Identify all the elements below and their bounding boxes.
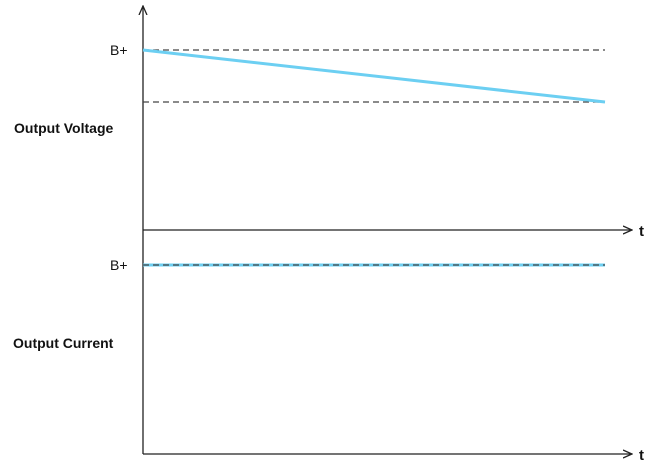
current-bplus-label: B+: [110, 257, 128, 273]
voltage-signal-line: [142, 48, 606, 104]
voltage-bplus-label: B+: [110, 42, 128, 58]
current-time-label: t: [639, 447, 644, 464]
current-panel-label: Output Current: [13, 335, 114, 351]
voltage-time-label: t: [639, 223, 644, 240]
voltage-panel-label: Output Voltage: [14, 120, 113, 136]
